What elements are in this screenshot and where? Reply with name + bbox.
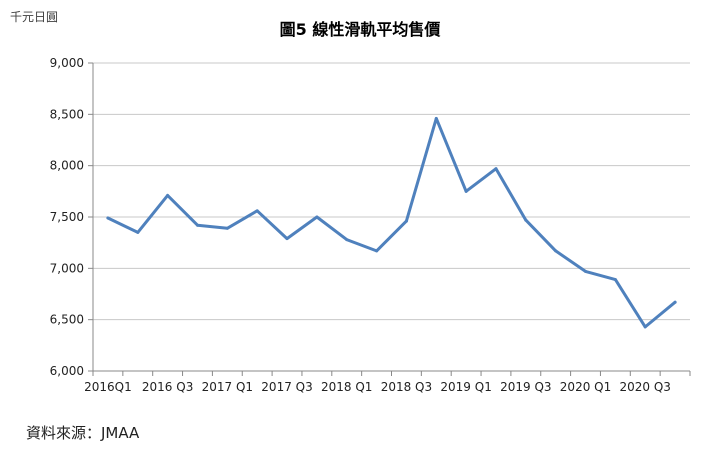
x-tick-labels: 2016Q1 2016 Q3 2017 Q1 2017 Q3 2018 Q1 2018 Q… [84, 380, 671, 394]
x-tick-label: 2019 Q1 [440, 380, 491, 394]
chart-title: 圖5 線性滑軌平均售價 [279, 20, 441, 39]
data-point [643, 325, 647, 329]
x-tick-label: 2020 Q1 [560, 380, 611, 394]
data-point [673, 300, 677, 304]
data-point [613, 278, 617, 282]
y-tick-label: 7,000 [50, 261, 84, 275]
data-point [494, 167, 498, 171]
data-point [315, 215, 319, 219]
data-point [225, 226, 229, 230]
y-tick-label: 6,500 [50, 313, 84, 327]
data-point [434, 116, 438, 120]
y-tick-label: 6,000 [50, 364, 84, 378]
x-tick-label: 2016 Q3 [142, 380, 193, 394]
x-tick-label: 2019 Q3 [500, 380, 551, 394]
data-point [136, 230, 140, 234]
axes [88, 62, 691, 376]
unit-label: 千元日圓 [10, 10, 59, 24]
series-layer [106, 116, 677, 329]
source-note: 資料來源：JMAA [26, 424, 140, 442]
data-point [255, 209, 259, 213]
x-tick-label: 2017 Q3 [261, 380, 312, 394]
data-point [166, 193, 170, 197]
y-tick-label: 9,000 [50, 56, 84, 70]
y-tick-label: 7,500 [50, 210, 84, 224]
x-tick-label: 2020 Q3 [620, 380, 671, 394]
data-point [106, 216, 110, 220]
data-point [285, 237, 289, 241]
data-point [584, 269, 588, 273]
y-tick-labels: 6,000 6,500 7,000 7,500 8,000 8,500 9,000 [50, 56, 84, 378]
data-point [524, 218, 528, 222]
gridlines [93, 62, 690, 372]
series-line [106, 116, 677, 329]
y-tick-label: 8,000 [50, 159, 84, 173]
x-tick-label: 2018 Q3 [381, 380, 432, 394]
data-point [375, 249, 379, 253]
y-tick-label: 8,500 [50, 107, 84, 121]
data-point [404, 219, 408, 223]
data-point [345, 238, 349, 242]
x-tick-label: 2017 Q1 [202, 380, 253, 394]
data-point [554, 249, 558, 253]
data-point [195, 223, 199, 227]
data-point [464, 189, 468, 193]
x-tick-label: 2018 Q1 [321, 380, 372, 394]
x-tick-label: 2016Q1 [84, 380, 132, 394]
